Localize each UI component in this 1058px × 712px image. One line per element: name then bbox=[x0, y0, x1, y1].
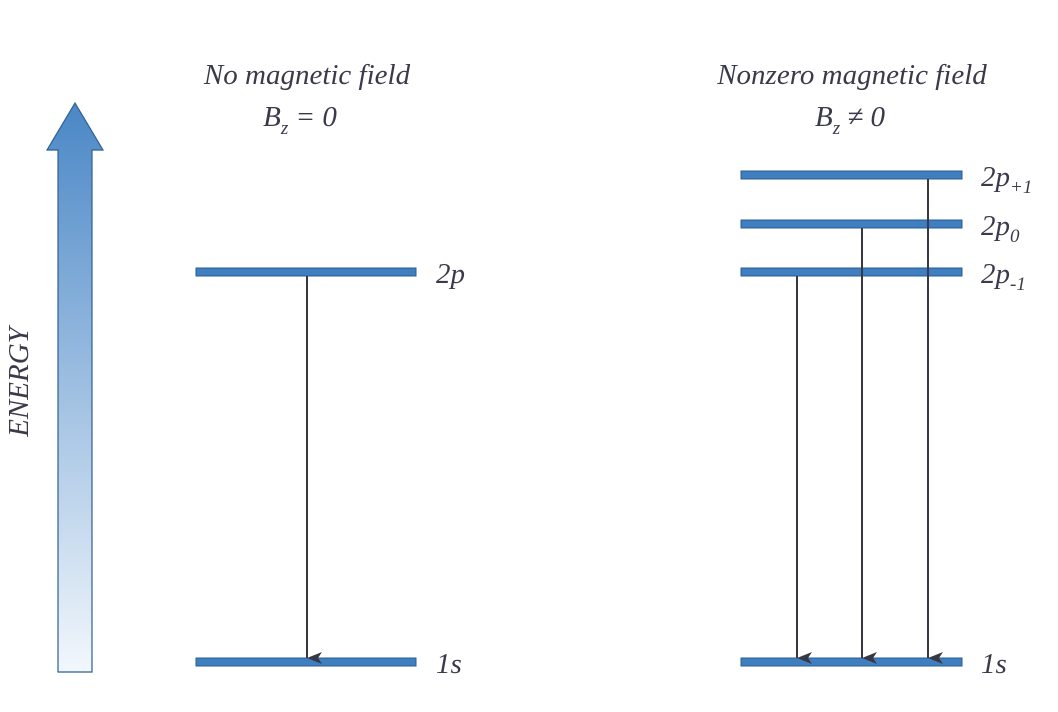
energy-axis-label: ENERGY bbox=[3, 324, 35, 437]
left-label-2p: 2p bbox=[436, 258, 465, 290]
right-panel-title: Nonzero magnetic field bbox=[716, 59, 987, 91]
energy-axis-arrow bbox=[45, 101, 105, 673]
right-level-2p-plus1 bbox=[740, 170, 963, 180]
left-panel-condition: Bz = 0 bbox=[263, 101, 337, 139]
left-level-2p bbox=[195, 267, 417, 277]
right-label-1s: 1s bbox=[981, 648, 1007, 680]
left-level-1s bbox=[195, 657, 417, 667]
left-panel-title: No magnetic field bbox=[203, 59, 411, 91]
left-label-1s: 1s bbox=[436, 648, 462, 680]
right-level-2p-0 bbox=[740, 219, 963, 229]
right-level-2p-minus1 bbox=[740, 267, 963, 277]
right-level-1s bbox=[740, 657, 963, 667]
right-label-2p-minus1: 2p-1 bbox=[981, 258, 1026, 295]
right-panel-condition: Bz ≠ 0 bbox=[815, 101, 886, 139]
right-label-2p-plus1: 2p+1 bbox=[981, 161, 1032, 198]
right-label-2p-0: 2p0 bbox=[981, 210, 1020, 247]
